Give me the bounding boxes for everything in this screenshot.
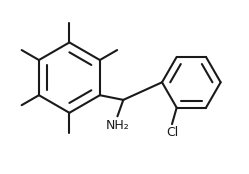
Text: NH₂: NH₂ [106,119,129,132]
Text: Cl: Cl [166,126,178,139]
